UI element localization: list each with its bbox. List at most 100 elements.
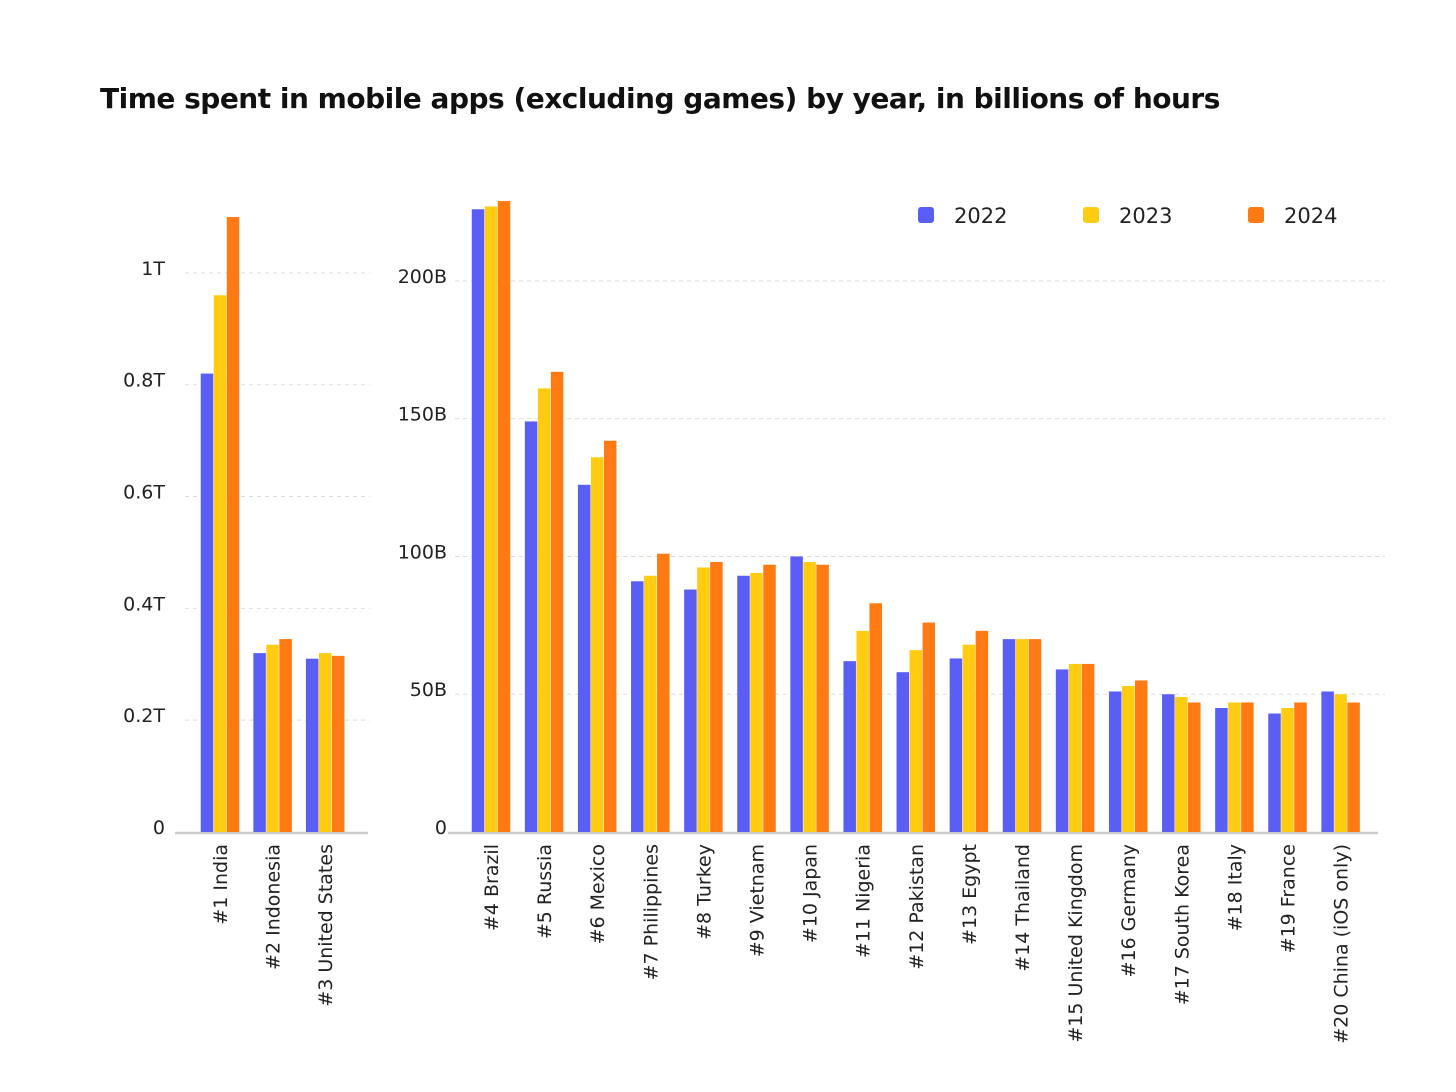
- x-tick-label: #10 Japan: [800, 844, 822, 943]
- x-tick-label: #12 Pakistan: [906, 844, 928, 970]
- x-tick-label: #5 Russia: [534, 844, 556, 939]
- x-tick-label: #17 South Korea: [1171, 844, 1193, 1005]
- bar-2023-3-united-states: [318, 653, 332, 832]
- bar-2023-5-russia: [537, 388, 551, 832]
- bar-2022-9-vietnam: [737, 575, 750, 832]
- y-tick-label: 1T: [141, 258, 165, 280]
- bar-2023-13-egypt: [962, 644, 976, 832]
- bar-2023-1-india: [213, 295, 227, 833]
- bar-2024-4-brazil: [497, 201, 511, 832]
- bar-2023-6-mexico: [590, 457, 604, 832]
- y-tick-label: 0.4T: [123, 593, 165, 615]
- bar-2023-14-thailand: [1015, 639, 1029, 832]
- bar-2023-4-brazil: [484, 206, 498, 832]
- bar-2024-2-indonesia: [279, 639, 292, 832]
- y-tick-label: 0: [435, 817, 447, 839]
- legend-label-2023: 2023: [1119, 204, 1172, 228]
- bar-2022-10-japan: [790, 556, 803, 832]
- bar-2024-18-italy: [1241, 702, 1254, 832]
- bar-2023-18-italy: [1228, 702, 1241, 832]
- bar-2023-8-turkey: [697, 567, 710, 832]
- bar-2023-12-pakistan: [909, 650, 923, 832]
- bar-2023-16-germany: [1121, 685, 1135, 832]
- x-tick-label: #20 China (iOS only): [1331, 844, 1353, 1044]
- bar-2022-16-germany: [1108, 691, 1122, 832]
- bar-2022-2-indonesia: [253, 653, 266, 832]
- y-tick-label: 100B: [398, 541, 447, 563]
- bar-2022-13-egypt: [949, 658, 963, 832]
- x-tick-label: #1 India: [210, 844, 232, 925]
- bar-2024-14-thailand: [1028, 639, 1042, 832]
- y-tick-label: 0.8T: [123, 370, 165, 392]
- legend-label-2024: 2024: [1284, 204, 1337, 228]
- legend-label-2022: 2022: [954, 204, 1007, 228]
- x-tick-label: #3 United States: [315, 844, 337, 1007]
- y-tick-label: 50B: [410, 679, 447, 701]
- bar-2024-6-mexico: [603, 440, 617, 832]
- bar-2024-1-india: [226, 217, 240, 832]
- bar-2023-11-nigeria: [856, 630, 869, 832]
- bar-2024-19-france: [1294, 702, 1307, 832]
- bar-2022-15-united-kingdom: [1055, 669, 1069, 832]
- legend-swatch-2024: [1248, 207, 1264, 223]
- bar-2023-9-vietnam: [750, 572, 763, 832]
- bar-2024-8-turkey: [710, 561, 723, 832]
- bar-2024-10-japan: [816, 564, 829, 832]
- x-tick-label: #8 Turkey: [693, 844, 715, 940]
- x-tick-label: #16 Germany: [1118, 844, 1140, 977]
- bar-2024-12-pakistan: [922, 622, 936, 832]
- bar-2023-15-united-kingdom: [1068, 663, 1082, 832]
- bar-2022-19-france: [1268, 713, 1281, 832]
- bar-2024-11-nigeria: [869, 603, 882, 832]
- bar-2022-20-china-ios-only: [1321, 691, 1334, 832]
- x-tick-label: #9 Vietnam: [747, 844, 769, 957]
- legend-swatch-2022: [918, 207, 934, 223]
- chart-title: Time spent in mobile apps (excluding gam…: [100, 82, 1220, 115]
- y-tick-label: 0.6T: [123, 482, 165, 504]
- y-tick-label: 0: [153, 817, 165, 839]
- bar-2022-12-pakistan: [896, 672, 910, 832]
- legend-swatch-2023: [1083, 207, 1099, 223]
- bar-2024-7-philippines: [657, 553, 670, 832]
- bar-2022-3-united-states: [305, 658, 319, 832]
- bar-2023-17-south-korea: [1175, 696, 1188, 832]
- bar-2024-15-united-kingdom: [1081, 663, 1095, 832]
- bar-2022-7-philippines: [631, 581, 644, 832]
- y-tick-label: 150B: [398, 404, 447, 426]
- bar-2024-9-vietnam: [763, 564, 776, 832]
- x-tick-label: #14 Thailand: [1012, 844, 1034, 972]
- x-tick-label: #13 Egypt: [959, 844, 981, 945]
- bar-2022-11-nigeria: [843, 661, 856, 832]
- x-tick-label: #18 Italy: [1224, 844, 1246, 931]
- bar-2022-17-south-korea: [1162, 694, 1175, 832]
- x-tick-label: #4 Brazil: [481, 844, 503, 931]
- bar-2023-7-philippines: [644, 575, 657, 832]
- bar-2023-19-france: [1281, 708, 1294, 832]
- legend: 2022 2023 2024: [918, 204, 1337, 228]
- bar-2024-13-egypt: [975, 630, 989, 832]
- bar-2022-4-brazil: [471, 209, 485, 833]
- x-tick-label: #6 Mexico: [587, 844, 609, 944]
- bar-2024-17-south-korea: [1188, 702, 1201, 832]
- bar-2024-16-germany: [1134, 680, 1148, 832]
- x-tick-label: #2 Indonesia: [263, 844, 285, 970]
- bar-2024-5-russia: [550, 371, 564, 832]
- x-tick-label: #15 United Kingdom: [1065, 844, 1087, 1043]
- bar-2022-8-turkey: [684, 589, 697, 832]
- bar-2022-18-italy: [1215, 708, 1228, 832]
- bar-2024-20-china-ios-only: [1347, 702, 1360, 832]
- bar-2023-2-indonesia: [266, 644, 279, 832]
- left-panel: 0 0.2T 0.4T 0.6T 0.8T 1T #1 India #2 Indonesia #…: [123, 217, 370, 1007]
- bar-2023-20-china-ios-only: [1334, 694, 1347, 832]
- bar-2022-1-india: [200, 373, 214, 832]
- right-panel: 0 50B 100B 150B 200B #4 Brazil #5 Russia #6 Mex…: [398, 201, 1385, 1044]
- bar-2022-6-mexico: [577, 484, 591, 832]
- x-tick-label: #19 France: [1278, 844, 1300, 953]
- y-tick-label: 0.2T: [123, 705, 165, 727]
- bar-2023-10-japan: [803, 561, 816, 832]
- bar-2024-3-united-states: [331, 655, 345, 832]
- y-tick-label: 200B: [398, 266, 447, 288]
- bar-2022-5-russia: [524, 421, 538, 832]
- x-tick-label: #11 Nigeria: [853, 844, 875, 958]
